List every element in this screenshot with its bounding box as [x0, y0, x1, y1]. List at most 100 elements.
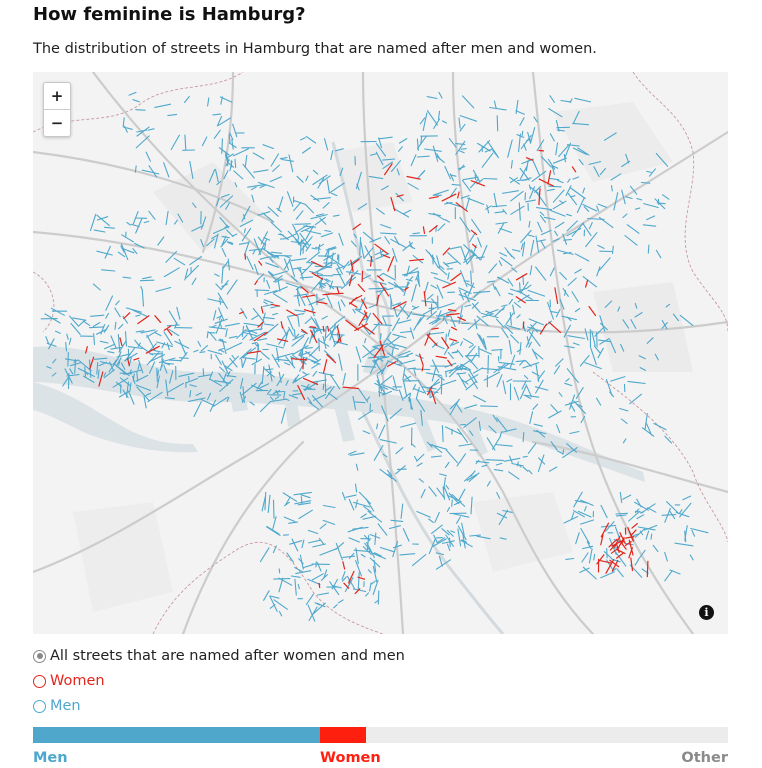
street-segment-men — [488, 425, 497, 434]
street-segment-men — [664, 570, 673, 582]
street-segment-men — [221, 360, 230, 376]
radio-selected-icon[interactable] — [33, 649, 46, 663]
street-segment-men — [226, 396, 230, 402]
street-segment-men — [506, 324, 521, 330]
street-segment-men — [184, 268, 189, 281]
street-segment-men — [397, 359, 416, 366]
street-segment-men — [83, 320, 91, 326]
street-segment-women — [424, 332, 431, 346]
street-segment-men — [249, 329, 258, 334]
street-segment-men — [455, 140, 466, 156]
street-segment-men — [262, 316, 275, 320]
street-segment-men — [402, 379, 408, 398]
street-segment-men — [382, 316, 388, 327]
street-segment-men — [327, 392, 338, 400]
street-segment-men — [69, 315, 80, 327]
street-segment-women — [588, 305, 597, 317]
street-segment-men — [122, 389, 129, 399]
street-segment-men — [337, 301, 342, 312]
street-segment-men — [297, 583, 300, 590]
street-segment-men — [564, 382, 573, 387]
street-segment-men — [562, 233, 568, 245]
street-segment-men — [167, 113, 178, 117]
street-segment-women — [280, 321, 284, 329]
street-segment-men — [412, 306, 420, 311]
street-segment-men — [278, 568, 281, 574]
street-segment-men — [467, 319, 480, 331]
street-segment-men — [431, 365, 437, 382]
street-segment-men — [316, 592, 330, 596]
street-segment-men — [156, 375, 160, 389]
street-segment-men — [303, 564, 314, 569]
street-segment-men — [217, 292, 228, 310]
info-icon[interactable]: i — [699, 605, 714, 620]
street-segment-men — [416, 453, 425, 462]
street-segment-men — [661, 322, 668, 329]
street-segment-men — [358, 388, 369, 403]
street-segment-men — [525, 159, 529, 172]
street-segment-men — [636, 498, 642, 508]
street-segment-women — [137, 315, 150, 325]
street-segment-men — [580, 519, 595, 525]
street-segment-men — [240, 377, 244, 389]
street-segment-men — [570, 195, 576, 198]
zoom-out-button[interactable]: − — [44, 109, 70, 136]
street-segment-men — [134, 242, 145, 249]
street-segment-men — [154, 332, 162, 337]
street-segment-men — [320, 232, 334, 238]
street-segment-men — [295, 210, 304, 220]
street-segment-men — [96, 250, 113, 256]
street-segment-men — [259, 400, 272, 413]
street-segment-men — [311, 360, 321, 365]
street-segment-men — [432, 538, 447, 547]
filter-option-men[interactable]: Men — [33, 698, 81, 714]
street-segment-men — [487, 309, 499, 315]
street-segment-men — [543, 216, 556, 221]
street-segment-men — [226, 279, 238, 295]
street-segment-men — [302, 146, 311, 154]
street-segment-men — [381, 390, 393, 396]
street-segment-men — [325, 278, 331, 282]
street-segment-men — [252, 152, 265, 160]
radio-women-icon[interactable] — [33, 674, 46, 688]
street-segment-men — [278, 371, 282, 383]
street-segment-men — [292, 333, 306, 341]
street-segment-men — [96, 216, 109, 221]
street-segment-men — [148, 210, 156, 220]
street-segment-men — [332, 214, 340, 217]
street-segment-men — [206, 238, 215, 247]
filter-option-women[interactable]: Women — [33, 673, 105, 689]
street-segment-men — [646, 170, 652, 173]
street-segment-men — [393, 282, 405, 293]
street-segment-men — [495, 221, 508, 225]
map-canvas[interactable] — [33, 72, 728, 634]
street-segment-men — [324, 385, 335, 400]
street-segment-women — [441, 336, 450, 349]
street-segment-men — [489, 106, 507, 111]
street-segment-men — [596, 205, 600, 212]
street-map[interactable]: + − i — [33, 72, 728, 634]
filter-option-all[interactable]: All streets that are named after women a… — [33, 648, 405, 664]
street-segment-men — [299, 240, 302, 256]
street-segment-men — [533, 423, 543, 427]
street-segment-men — [218, 307, 225, 322]
street-segment-men — [174, 219, 178, 225]
street-segment-men — [445, 371, 447, 378]
street-segment-men — [502, 509, 513, 513]
street-segment-women — [303, 309, 316, 314]
street-segment-men — [549, 177, 560, 181]
radio-men-icon[interactable] — [33, 699, 46, 713]
street-segment-men — [501, 304, 508, 307]
street-segment-men — [565, 557, 575, 560]
street-segment-women — [548, 321, 562, 333]
street-segment-men — [475, 459, 480, 465]
street-segment-men — [628, 510, 641, 522]
street-segment-men — [468, 474, 478, 483]
street-segment-men — [109, 361, 115, 372]
zoom-in-button[interactable]: + — [50, 87, 64, 105]
street-segment-men — [470, 178, 479, 189]
street-segment-men — [294, 309, 306, 313]
street-segment-men — [70, 322, 81, 335]
street-segment-men — [491, 204, 507, 208]
street-segment-men — [213, 233, 219, 249]
